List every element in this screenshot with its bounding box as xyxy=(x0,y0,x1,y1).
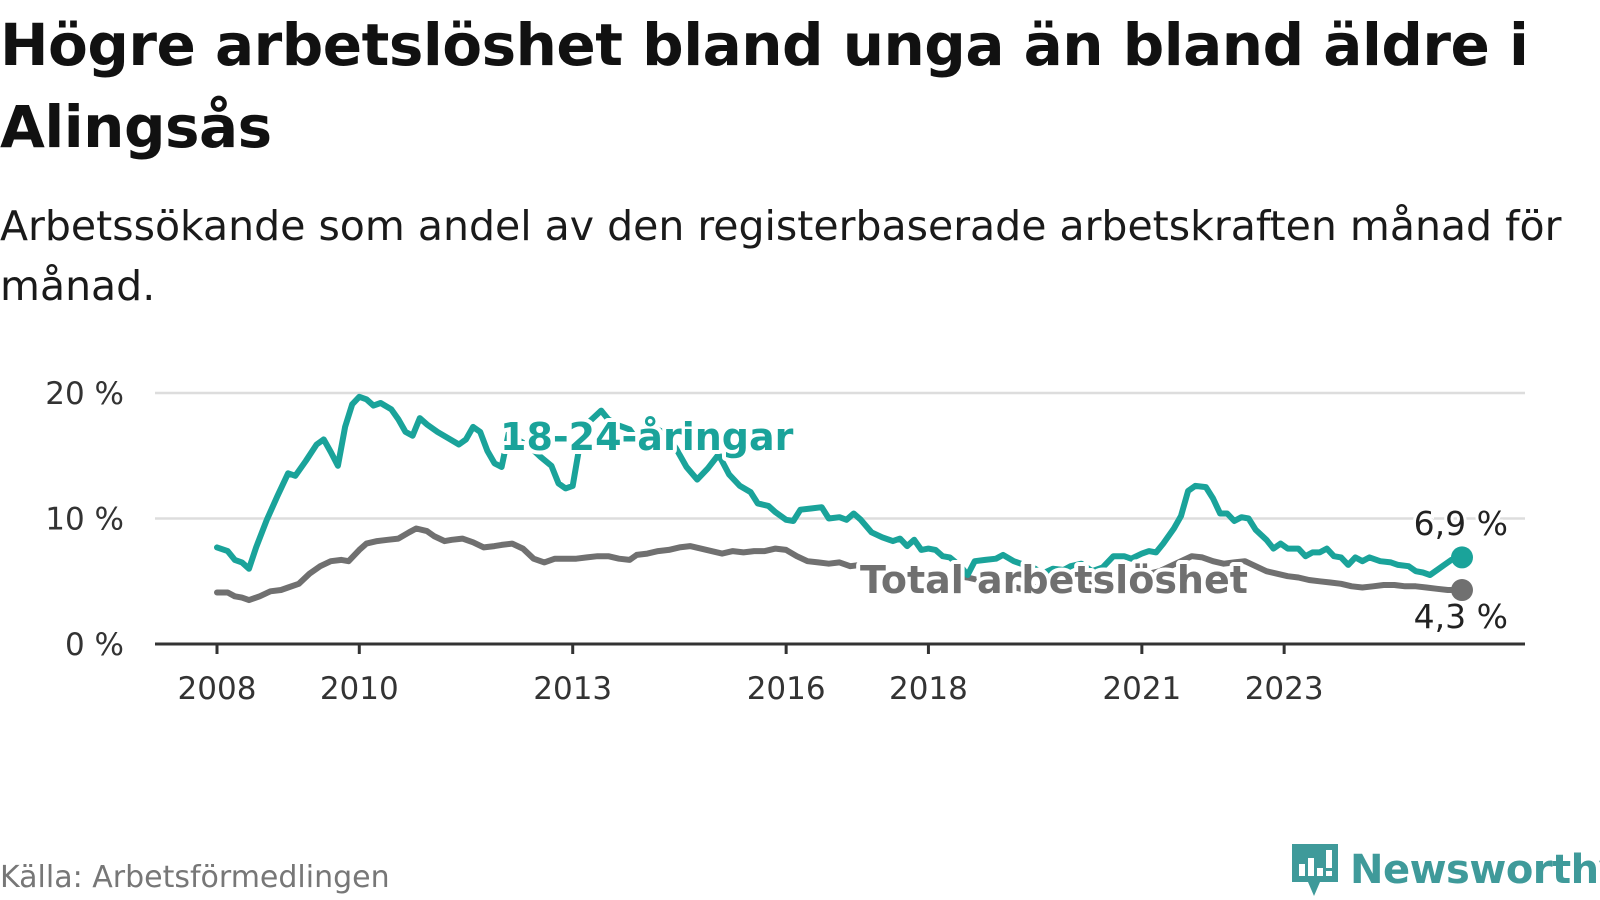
brand-logo[interactable]: Newsworthy xyxy=(1290,840,1600,900)
series-label-total: Total arbetslöshet xyxy=(860,558,1248,602)
chart-subtitle: Arbetssökande som andel av den registerb… xyxy=(0,202,1562,310)
line-chart: 0 %10 %20 %2008 2010 2013 2016 2018 2021 2023 … xyxy=(45,376,1525,707)
end-value-label-youth: 6,9 % xyxy=(1414,504,1508,543)
x-tick-label: 2008 xyxy=(178,671,257,707)
x-tick-label: 2021 xyxy=(1102,671,1181,707)
y-tick-label: 20 % xyxy=(45,376,124,412)
y-tick-label: 10 % xyxy=(45,502,124,538)
newsworthy-logo-icon xyxy=(1292,844,1338,896)
source-note: Källa: Arbetsförmedlingen xyxy=(0,860,390,895)
series-line-total xyxy=(214,525,1465,604)
series-lines xyxy=(214,393,1473,604)
x-tick-label: 2010 xyxy=(320,671,399,707)
axes: 0 % 10 % 20 % 2008 2010 2013 2016 2018 2021 2023 xyxy=(45,376,1525,707)
series-end-point-youth xyxy=(1451,546,1473,569)
gridlines xyxy=(155,391,1525,520)
brand-name: Newsworthy xyxy=(1350,847,1600,893)
x-tick-label: 2013 xyxy=(533,671,612,707)
series-labels: 18-24-åringar Total arbetslöshet 6,9 % 4,3 … xyxy=(496,411,1511,639)
x-tick-label: 2016 xyxy=(747,671,826,707)
series-end-point-total xyxy=(1451,579,1473,602)
series-line-youth xyxy=(214,393,1465,578)
end-value-label-total: 4,3 % xyxy=(1414,597,1508,636)
series-label-youth: 18-24-åringar xyxy=(500,415,794,459)
chart-title: Högre arbetslöshet bland unga än bland ä… xyxy=(0,11,1529,161)
x-tick-label: 2018 xyxy=(889,671,968,707)
x-tick-label: 2023 xyxy=(1245,671,1324,707)
y-tick-label: 0 % xyxy=(65,627,124,663)
